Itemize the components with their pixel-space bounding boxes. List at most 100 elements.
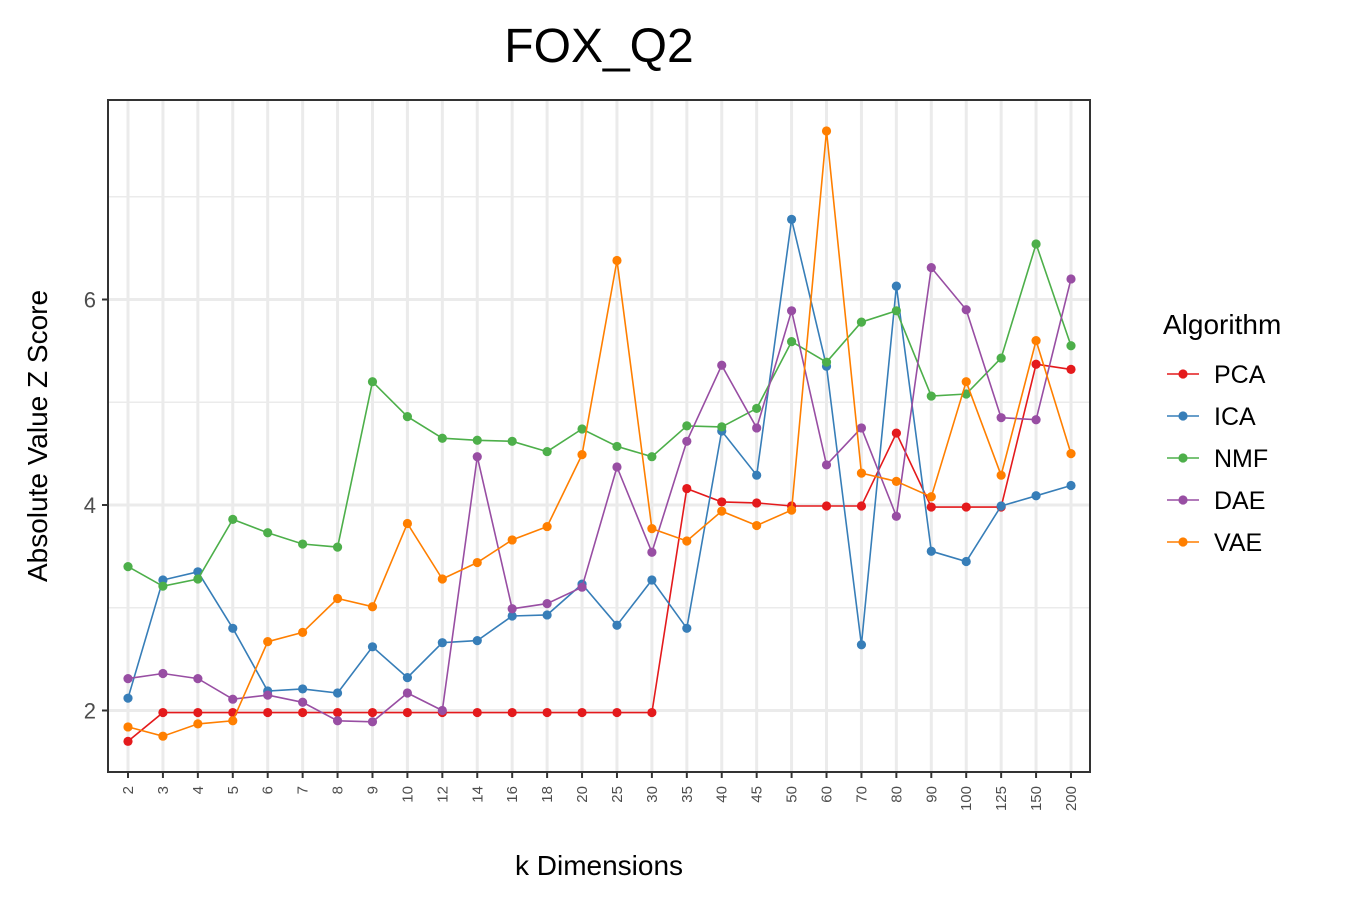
data-point bbox=[682, 483, 692, 494]
data-point bbox=[891, 511, 901, 521]
data-point bbox=[123, 693, 133, 703]
series-nmf bbox=[123, 239, 1076, 591]
series-line bbox=[127, 219, 1072, 699]
data-point bbox=[647, 575, 657, 585]
data-point bbox=[402, 673, 413, 683]
x-tick-label: 125 bbox=[993, 786, 1010, 811]
data-point bbox=[682, 436, 692, 446]
data-point bbox=[856, 317, 867, 327]
data-point bbox=[123, 736, 133, 746]
data-point bbox=[507, 436, 517, 446]
data-point bbox=[298, 539, 308, 549]
data-point bbox=[507, 707, 517, 718]
x-tick-label: 90 bbox=[923, 786, 940, 803]
legend-item-pca: PCA bbox=[1167, 361, 1266, 389]
legend-item-dae: DAE bbox=[1167, 487, 1265, 515]
data-point bbox=[717, 497, 727, 507]
data-point bbox=[193, 707, 203, 718]
data-point bbox=[891, 428, 901, 438]
data-point bbox=[856, 640, 867, 650]
legend-key-point bbox=[1178, 369, 1188, 379]
x-tick-label: 200 bbox=[1063, 786, 1080, 811]
data-point bbox=[612, 462, 622, 472]
x-tick-label: 18 bbox=[539, 786, 556, 803]
data-point bbox=[228, 716, 238, 726]
x-tick-label: 5 bbox=[225, 786, 242, 794]
data-point bbox=[298, 697, 308, 707]
data-point bbox=[996, 470, 1006, 480]
series-vae bbox=[123, 126, 1076, 741]
data-point bbox=[193, 719, 203, 729]
x-tick-label: 3 bbox=[155, 786, 172, 794]
series-layer bbox=[123, 126, 1076, 746]
data-point bbox=[647, 452, 657, 462]
legend-label: NMF bbox=[1214, 445, 1268, 473]
legend-key-point bbox=[1178, 411, 1188, 421]
data-point bbox=[717, 422, 727, 432]
legend-key-point bbox=[1178, 453, 1188, 463]
data-point bbox=[926, 502, 936, 512]
legend-items: PCA ICA NMF DAE VAE bbox=[1167, 361, 1268, 557]
data-point bbox=[472, 452, 482, 462]
data-point bbox=[961, 305, 971, 315]
data-point bbox=[158, 731, 168, 741]
data-point bbox=[1031, 239, 1041, 249]
data-point bbox=[926, 546, 936, 556]
data-point bbox=[542, 521, 552, 532]
data-point bbox=[542, 707, 552, 718]
series-dae bbox=[123, 263, 1076, 727]
data-point bbox=[821, 501, 832, 511]
data-point bbox=[228, 694, 238, 704]
data-point bbox=[542, 446, 552, 457]
data-point bbox=[891, 281, 901, 291]
data-point bbox=[472, 435, 482, 445]
data-point bbox=[332, 716, 343, 726]
data-point bbox=[472, 636, 482, 646]
y-tick-label: 6 bbox=[84, 288, 96, 313]
data-point bbox=[542, 599, 552, 609]
data-point bbox=[647, 707, 657, 718]
x-tick-label: 50 bbox=[784, 786, 801, 803]
x-tick-label: 60 bbox=[819, 786, 836, 803]
x-tick-label: 2 bbox=[120, 786, 137, 794]
data-point bbox=[1031, 415, 1041, 425]
data-point bbox=[1031, 336, 1041, 346]
data-point bbox=[577, 450, 587, 460]
data-point bbox=[752, 403, 762, 414]
data-point bbox=[1066, 274, 1076, 284]
data-point bbox=[612, 255, 622, 266]
data-point bbox=[228, 623, 238, 633]
legend-item-nmf: NMF bbox=[1167, 445, 1268, 473]
data-point bbox=[996, 501, 1006, 511]
data-point bbox=[1031, 359, 1041, 369]
x-axis-label: k Dimensions bbox=[515, 850, 683, 881]
data-point bbox=[717, 360, 727, 370]
x-tick-label: 10 bbox=[399, 786, 416, 803]
x-tick-label: 80 bbox=[888, 786, 905, 803]
legend-key-point bbox=[1178, 537, 1188, 547]
data-point bbox=[612, 441, 622, 452]
data-point bbox=[961, 377, 971, 387]
data-point bbox=[158, 668, 168, 679]
data-point bbox=[228, 514, 238, 524]
data-point bbox=[682, 623, 692, 633]
x-tick-label: 45 bbox=[749, 786, 766, 803]
data-point bbox=[891, 476, 901, 486]
data-point bbox=[926, 391, 936, 401]
x-tick-label: 12 bbox=[434, 786, 451, 803]
data-point bbox=[996, 413, 1006, 423]
data-point bbox=[298, 707, 308, 718]
data-point bbox=[996, 353, 1006, 363]
data-point bbox=[367, 717, 378, 727]
data-point bbox=[682, 421, 692, 431]
x-tick-label: 16 bbox=[504, 786, 521, 803]
x-tick-label: 40 bbox=[714, 786, 731, 803]
x-tick-label: 4 bbox=[190, 786, 207, 794]
data-point bbox=[507, 611, 517, 621]
data-point bbox=[856, 501, 867, 511]
legend-title: Algorithm bbox=[1163, 309, 1281, 340]
data-point bbox=[437, 433, 447, 443]
data-point bbox=[367, 602, 378, 612]
